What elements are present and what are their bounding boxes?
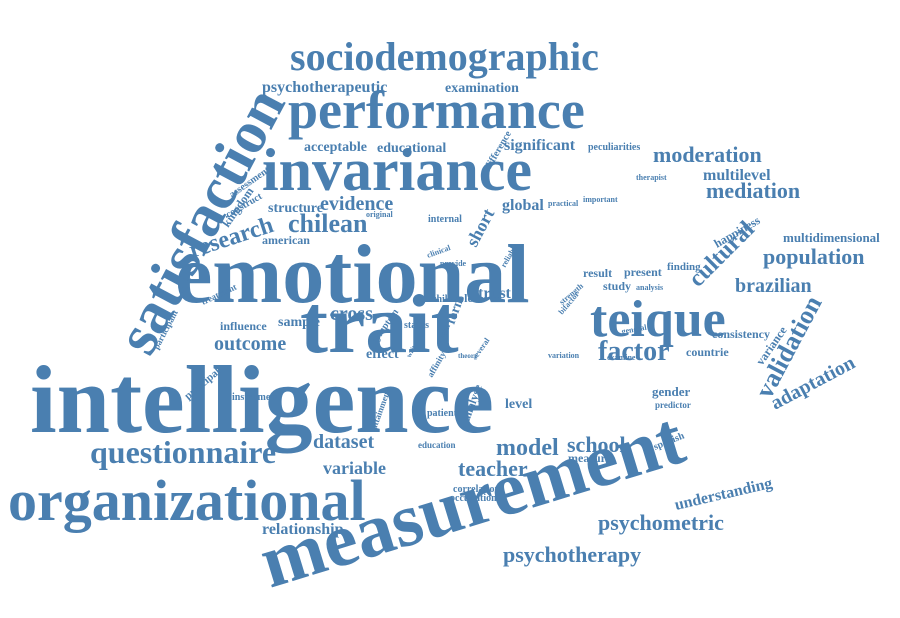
word-global: global xyxy=(502,197,544,214)
word-occupation: occupation xyxy=(450,493,497,504)
word-teacher: teacher xyxy=(458,456,528,481)
word-acceptable: acceptable xyxy=(304,140,367,155)
word-gender: gender xyxy=(652,384,691,399)
word-emotional: emotional xyxy=(175,228,530,321)
word-sociodemographic: sociodemographic xyxy=(290,34,599,79)
word-therapist: therapist xyxy=(636,173,667,182)
word-peculiarities: peculiarities xyxy=(588,142,640,153)
word-predictor: predictor xyxy=(655,400,691,410)
word-organizational: organizational xyxy=(8,468,366,533)
word-variable: variable xyxy=(323,458,386,478)
word-teique: teique xyxy=(590,291,726,348)
word-examine: examine xyxy=(607,353,636,362)
word-relationship: relationship xyxy=(262,521,344,538)
word-educational: educational xyxy=(377,141,446,156)
word-education: education xyxy=(418,440,456,450)
word-consistency: consistency xyxy=(712,327,770,341)
word-finding: finding xyxy=(667,261,701,273)
word-brazilian: brazilian xyxy=(735,275,812,297)
word-chile: chile xyxy=(432,294,453,305)
word-intelligence: intelligence xyxy=(30,346,494,453)
word-important: important xyxy=(583,195,618,204)
word-school: school xyxy=(567,432,626,457)
word-structure: structure xyxy=(268,201,323,216)
word-provide: provide xyxy=(440,259,467,268)
word-general: general xyxy=(621,323,648,336)
word-chilean: chilean xyxy=(288,209,368,238)
word-influence: influence xyxy=(220,319,267,333)
word-model: model xyxy=(496,435,559,461)
word-correlation: correlation xyxy=(453,484,500,495)
word-understanding: understanding xyxy=(673,475,774,514)
word-present: present xyxy=(624,265,662,279)
word-instrument: instrument xyxy=(232,392,280,403)
word-trait: trait xyxy=(300,278,459,371)
word-moderation: moderation xyxy=(653,142,762,167)
word-study: study xyxy=(603,279,631,293)
word-significant: significant xyxy=(504,137,576,154)
word-performance: performance xyxy=(288,80,585,140)
word-original: original xyxy=(366,210,393,219)
word-mediation: mediation xyxy=(706,178,800,203)
word-multidimensional: multidimensional xyxy=(783,230,880,245)
word-variation: variation xyxy=(548,351,580,360)
word-measure: measure xyxy=(568,451,612,465)
word-effect: effect xyxy=(366,347,399,362)
word-countrie: countrie xyxy=(686,345,729,359)
word-invariance: invariance xyxy=(262,137,532,203)
word-practical: practical xyxy=(548,199,579,208)
word-multilevel: multilevel xyxy=(703,167,771,184)
word-level: level xyxy=(505,397,532,412)
word-outcome: outcome xyxy=(214,333,286,355)
word-population: population xyxy=(763,244,865,269)
word-psychotherapy: psychotherapy xyxy=(503,542,641,567)
word-analysis: analysis xyxy=(636,283,663,292)
word-psychometric: psychometric xyxy=(598,510,724,535)
word-role: role xyxy=(453,291,473,305)
word-trust: trust xyxy=(478,285,512,302)
word-internal: internal xyxy=(428,214,462,225)
word-dataset: dataset xyxy=(313,431,374,453)
word-american: american xyxy=(262,233,310,247)
word-questionnaire: questionnaire xyxy=(90,434,276,470)
word-result: result xyxy=(583,266,612,280)
word-psychotherapeutic: psychotherapeutic xyxy=(262,79,387,96)
word-examination: examination xyxy=(445,81,519,96)
word-patient: patient xyxy=(427,408,458,419)
word-theory: theory xyxy=(458,352,478,360)
word-cross: cross xyxy=(330,303,373,325)
word-sample: sample xyxy=(278,315,320,330)
word-evidence: evidence xyxy=(320,193,393,215)
word-factor: factor xyxy=(598,336,670,367)
word-status: status xyxy=(404,320,429,331)
